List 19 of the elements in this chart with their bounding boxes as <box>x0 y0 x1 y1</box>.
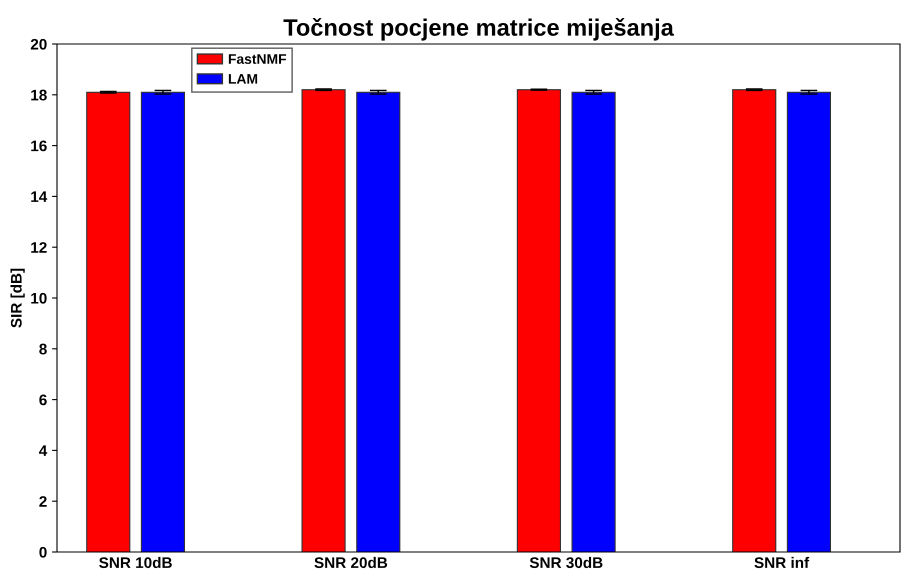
chart-title: Točnost pocjene matrice miješanja <box>283 18 674 41</box>
y-tick-label: 8 <box>39 344 47 354</box>
y-tick-label: 2 <box>39 496 47 507</box>
y-axis-title: SIR [dB] <box>10 268 25 328</box>
y-tick-label: 14 <box>31 191 48 202</box>
x-tick-label: SNR 20dB <box>314 556 388 568</box>
x-tick-label: SNR inf <box>754 556 810 568</box>
y-tick-label: 18 <box>31 90 47 100</box>
x-tick-label: SNR 30dB <box>530 556 602 568</box>
legend-label: LAM <box>228 74 258 84</box>
y-tick-label: 16 <box>31 140 47 152</box>
y-tick-label: 10 <box>31 292 47 304</box>
y-tick-label: 0 <box>39 546 47 558</box>
x-tick-label: SNR 10dB <box>99 556 172 568</box>
y-tick-label: 12 <box>31 242 47 253</box>
y-tick-label: 20 <box>30 38 47 50</box>
y-tick-label: 4 <box>39 445 48 456</box>
legend-label: FastNMF <box>228 54 286 64</box>
y-tick-label: 6 <box>39 394 47 406</box>
